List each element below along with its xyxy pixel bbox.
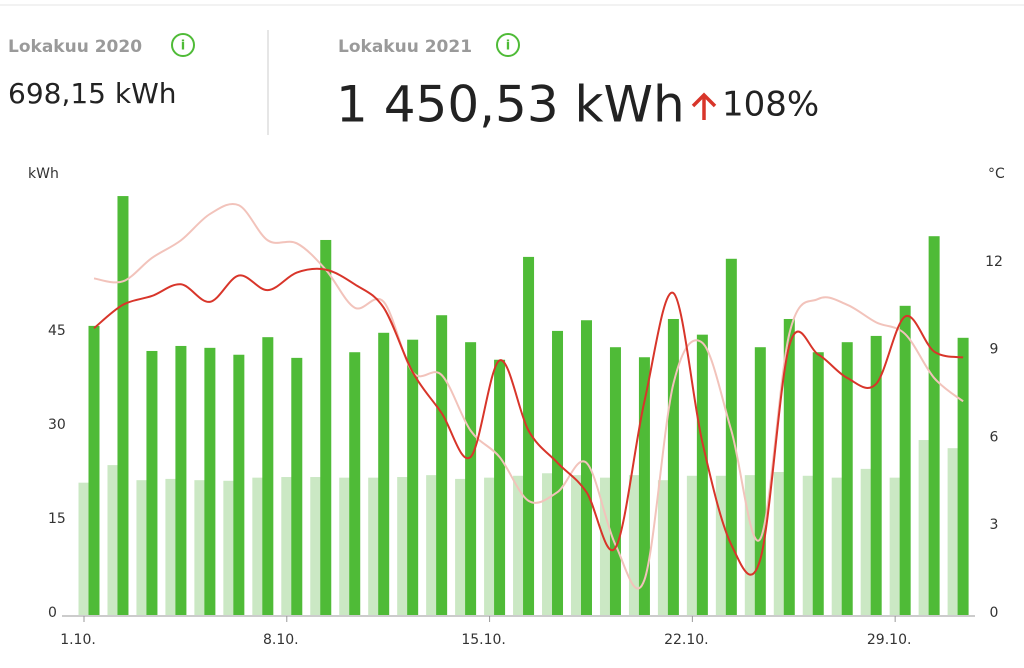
bar (638, 357, 650, 615)
bar (628, 475, 640, 615)
bar (407, 339, 419, 615)
x-tick-label: 29.10. (867, 632, 912, 648)
temperature-line (93, 202, 964, 590)
bar (831, 477, 843, 615)
bar (802, 475, 814, 615)
bar (696, 334, 708, 615)
bar (580, 320, 592, 615)
y-tick-label: 45 (48, 323, 66, 339)
right-label: Lokakuu 2021 (338, 37, 472, 57)
bar (860, 468, 872, 615)
x-tick-label: 15.10. (461, 632, 506, 648)
bar (349, 352, 361, 615)
bar (870, 335, 882, 615)
bar (841, 342, 853, 615)
right-value: 1 450,53 kWh (336, 76, 685, 134)
up-arrow (691, 92, 717, 120)
bar (686, 475, 698, 615)
bar (667, 318, 679, 615)
bar (262, 337, 274, 615)
bar (484, 477, 496, 615)
bar (918, 440, 930, 615)
y-tick-label: 0 (48, 605, 57, 621)
info-icon[interactable]: i (171, 33, 195, 57)
change: 108% (722, 85, 819, 125)
bar (552, 330, 564, 615)
bar (542, 473, 554, 615)
bar (609, 347, 621, 615)
bar (426, 475, 438, 615)
bar (320, 239, 332, 615)
bar (783, 318, 795, 615)
bar (928, 236, 940, 615)
bar (194, 480, 206, 615)
bar (523, 256, 535, 615)
bar (725, 258, 737, 615)
bar (368, 477, 380, 615)
y2-tick-label: 6 (990, 429, 999, 445)
y2-tick-label: 9 (990, 342, 999, 358)
bar (744, 475, 756, 615)
bar (513, 475, 525, 615)
bar (957, 337, 969, 615)
bar (107, 465, 119, 615)
y-tick-label: 15 (48, 511, 66, 527)
bar (378, 332, 390, 615)
left-value: 698,15 kWh (8, 77, 177, 110)
left-label: Lokakuu 2020 (8, 37, 142, 57)
x-tick-label: 1.10. (60, 632, 96, 648)
bar (136, 480, 148, 615)
x-tick-label: 22.10. (664, 632, 709, 648)
bar (175, 345, 187, 615)
y-tick-label: 30 (48, 417, 66, 433)
y2-tick-label: 3 (990, 517, 999, 533)
bar (599, 477, 611, 615)
bar (889, 477, 901, 615)
bar (78, 482, 90, 615)
temperature-line (93, 267, 964, 576)
info-icon[interactable]: i (496, 33, 520, 57)
bar (233, 354, 245, 615)
bar (146, 350, 158, 615)
bar (88, 325, 100, 615)
bar (117, 196, 129, 615)
bar (291, 357, 303, 615)
svg-text:i: i (181, 39, 185, 54)
bar (570, 475, 582, 615)
bar (754, 347, 766, 615)
bar (436, 315, 448, 615)
bar (947, 448, 959, 615)
bar (281, 477, 293, 615)
bar (899, 305, 911, 615)
y-axis-label: kWh (28, 166, 59, 182)
bar (252, 477, 264, 615)
bar (494, 359, 506, 615)
bar (310, 477, 322, 615)
svg-text:i: i (506, 39, 510, 54)
y2-axis-label: °C (988, 166, 1005, 182)
bar (715, 475, 727, 615)
bar (455, 478, 467, 615)
bar (773, 472, 785, 615)
bar (397, 477, 409, 615)
x-tick-label: 8.10. (263, 632, 299, 648)
y2-tick-label: 0 (990, 605, 999, 621)
bar (165, 478, 177, 615)
bar (223, 480, 235, 615)
bar (465, 342, 477, 615)
bar (204, 347, 216, 615)
bar (657, 480, 669, 615)
bar (812, 352, 824, 615)
y2-tick-label: 12 (985, 254, 1003, 270)
bar (339, 477, 351, 615)
